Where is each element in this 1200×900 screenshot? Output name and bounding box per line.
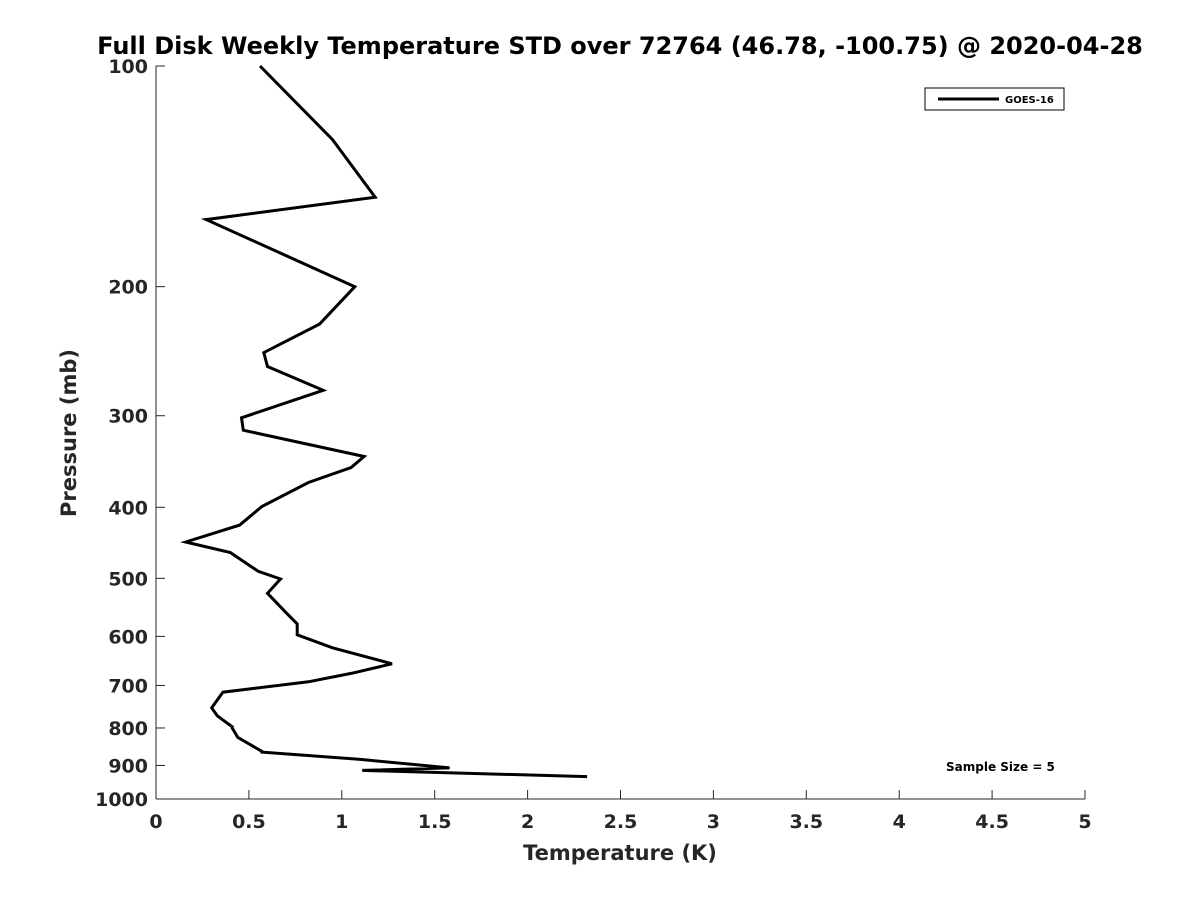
y-axis-ticks: 100 200 300 400 500 600 700 800 900 1000	[95, 56, 165, 811]
x-axis-ticks: 0 0.5 1 1.5 2 2.5 3 3.5 4 4.5 5	[149, 790, 1092, 833]
y-tick-label: 600	[108, 626, 148, 648]
y-tick-label: 100	[108, 56, 148, 78]
x-tick-label: 4.5	[975, 811, 1009, 833]
y-tick-label: 800	[108, 718, 148, 740]
y-tick-label: 500	[108, 568, 148, 590]
series-line-goes-16	[180, 64, 588, 779]
plot-area: 0 0.5 1 1.5 2 2.5 3 3.5 4 4.5 5 100 200 300 400 500 600…	[95, 56, 1092, 833]
legend-label-goes-16: GOES-16	[1005, 95, 1054, 106]
y-tick-label: 400	[108, 497, 148, 519]
x-tick-label: 4	[893, 811, 906, 833]
y-tick-label: 700	[108, 675, 148, 697]
y-axis-label: Pressure (mb)	[57, 349, 81, 517]
x-tick-label: 3.5	[789, 811, 823, 833]
legend: GOES-16	[924, 87, 1065, 111]
sample-size-annotation: Sample Size = 5	[946, 760, 1055, 774]
x-tick-label: 0.5	[232, 811, 266, 833]
x-tick-label: 1	[335, 811, 348, 833]
y-tick-label: 200	[108, 277, 148, 299]
x-tick-label: 0	[149, 811, 162, 833]
x-tick-label: 1.5	[418, 811, 452, 833]
chart-title: Full Disk Weekly Temperature STD over 72…	[97, 32, 1143, 60]
y-tick-label: 900	[108, 755, 148, 777]
y-tick-label: 300	[108, 406, 148, 428]
x-tick-label: 3	[707, 811, 720, 833]
y-tick-label: 1000	[95, 789, 148, 811]
x-tick-label: 5	[1078, 811, 1091, 833]
x-tick-label: 2.5	[604, 811, 638, 833]
x-axis-label: Temperature (K)	[523, 841, 717, 865]
x-tick-label: 2	[521, 811, 534, 833]
